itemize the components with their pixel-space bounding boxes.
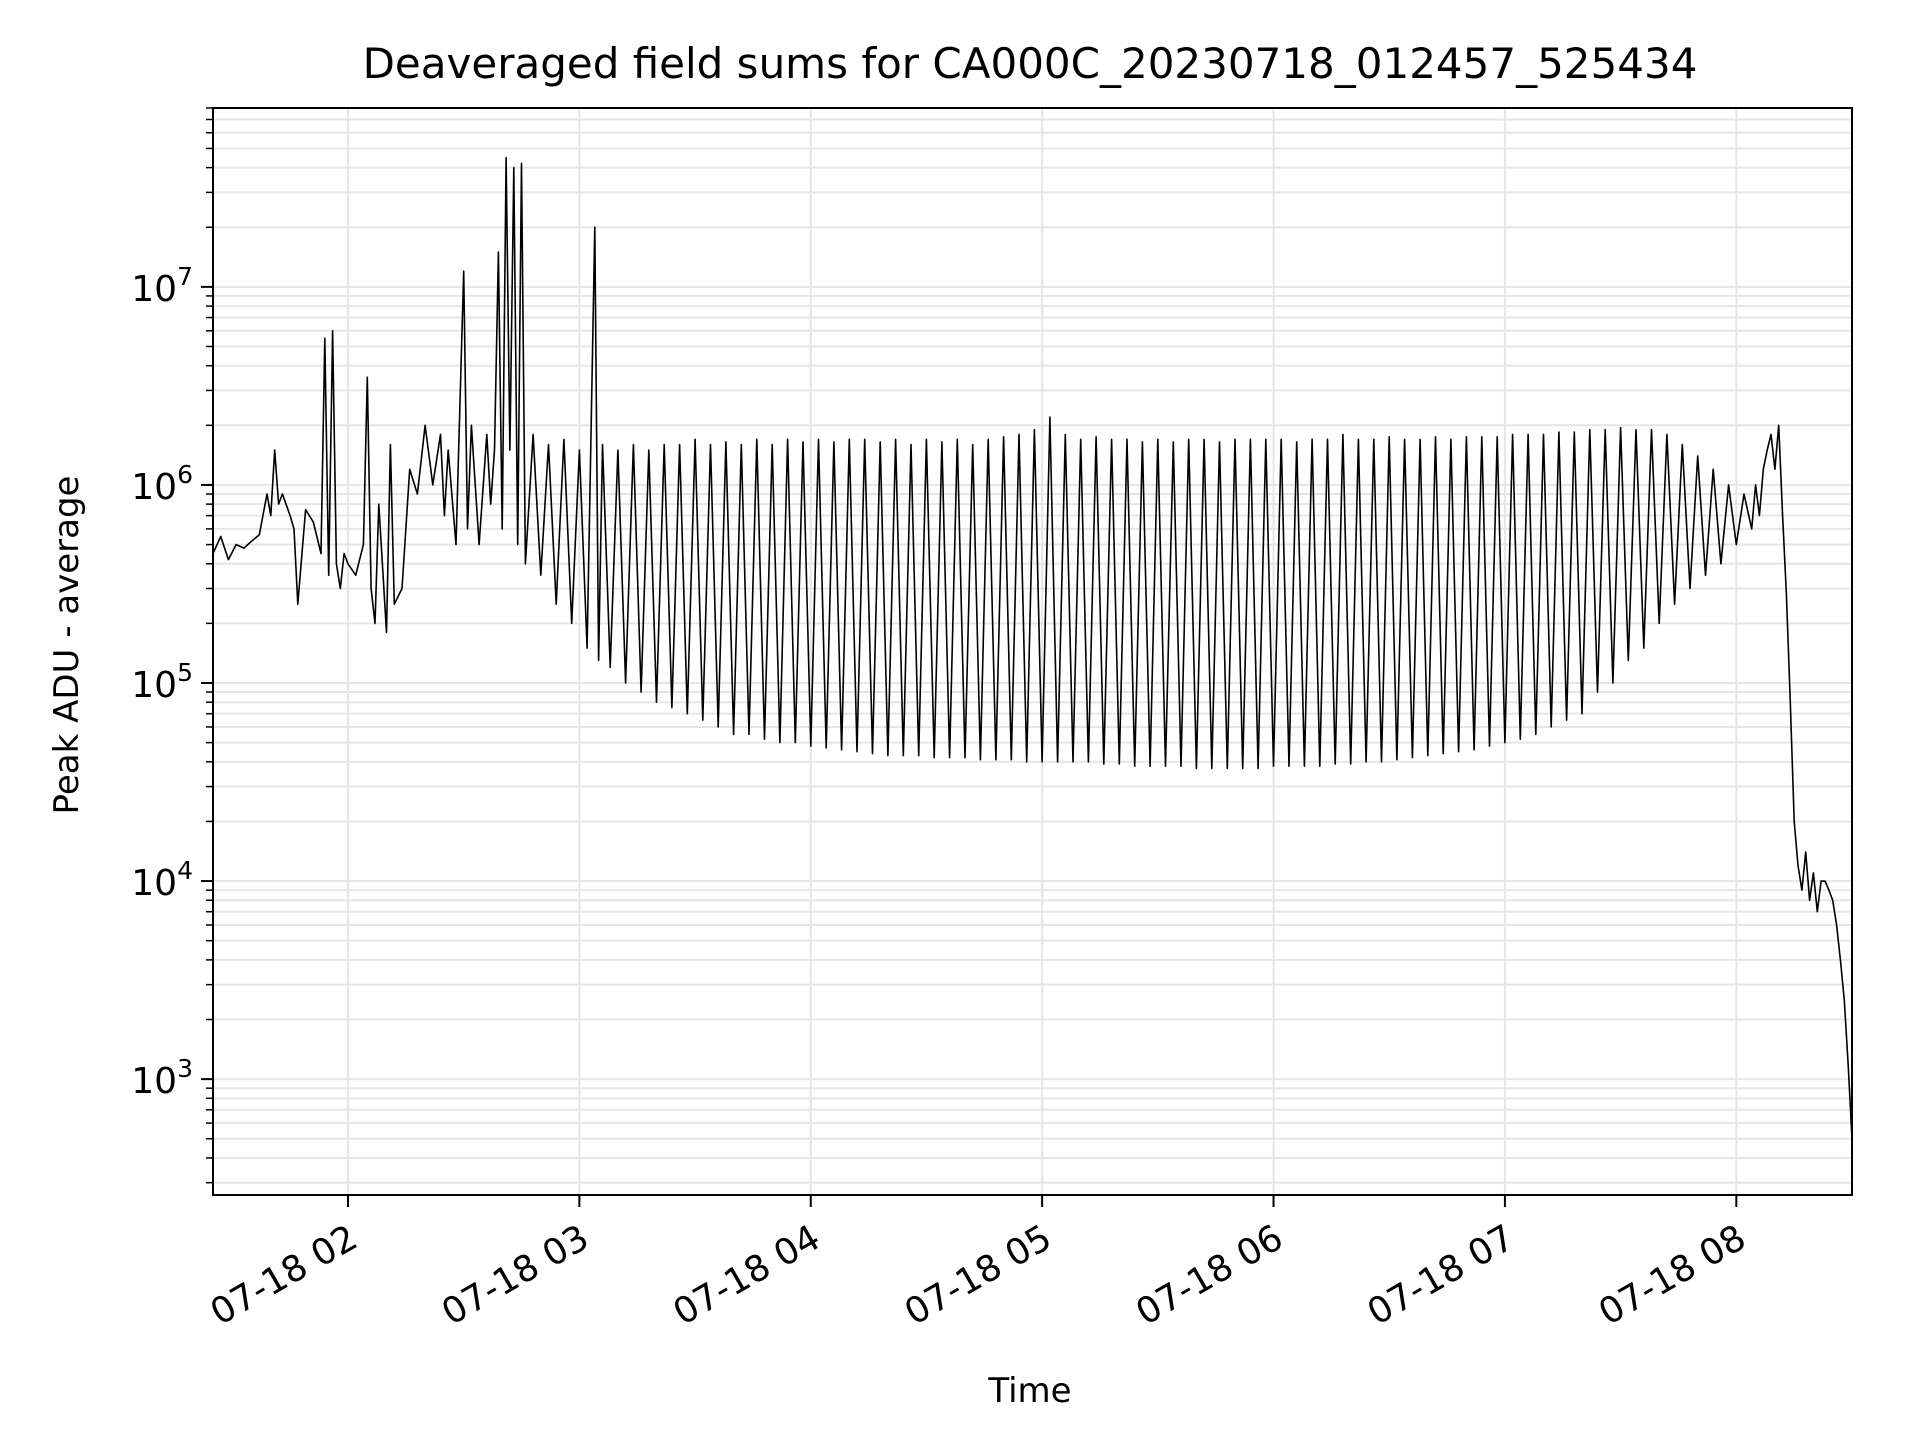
y-tick-label: 104 xyxy=(131,856,193,904)
plot-frame xyxy=(212,107,1853,1196)
chart-title: Deaveraged field sums for CA000C_2023071… xyxy=(363,39,1698,88)
y-tick-label-exponent: 6 xyxy=(177,460,193,489)
minor-ticks xyxy=(206,107,213,1184)
series-line xyxy=(212,156,1853,1139)
x-axis-label: Time xyxy=(987,1371,1071,1411)
y-tick-label-exponent: 4 xyxy=(177,856,193,885)
y-tick-label-exponent: 3 xyxy=(177,1054,193,1083)
y-tick-label-base: 10 xyxy=(131,269,177,310)
series-group xyxy=(212,156,1853,1139)
y-tick-label-base: 10 xyxy=(131,1061,177,1102)
major-ticks xyxy=(201,285,1738,1207)
grid xyxy=(213,107,1852,1195)
y-tick-label: 105 xyxy=(131,658,193,706)
y-axis-label: Peak ADU - average xyxy=(47,476,87,815)
y-tick-label: 103 xyxy=(131,1054,193,1102)
y-tick-label-exponent: 7 xyxy=(177,262,193,291)
y-tick-label-base: 10 xyxy=(131,467,177,508)
y-tick-label: 107 xyxy=(131,262,193,310)
y-tick-label-exponent: 5 xyxy=(177,658,193,687)
y-tick-label: 106 xyxy=(131,460,193,508)
y-tick-label-base: 10 xyxy=(131,863,177,904)
y-tick-label-base: 10 xyxy=(131,665,177,706)
